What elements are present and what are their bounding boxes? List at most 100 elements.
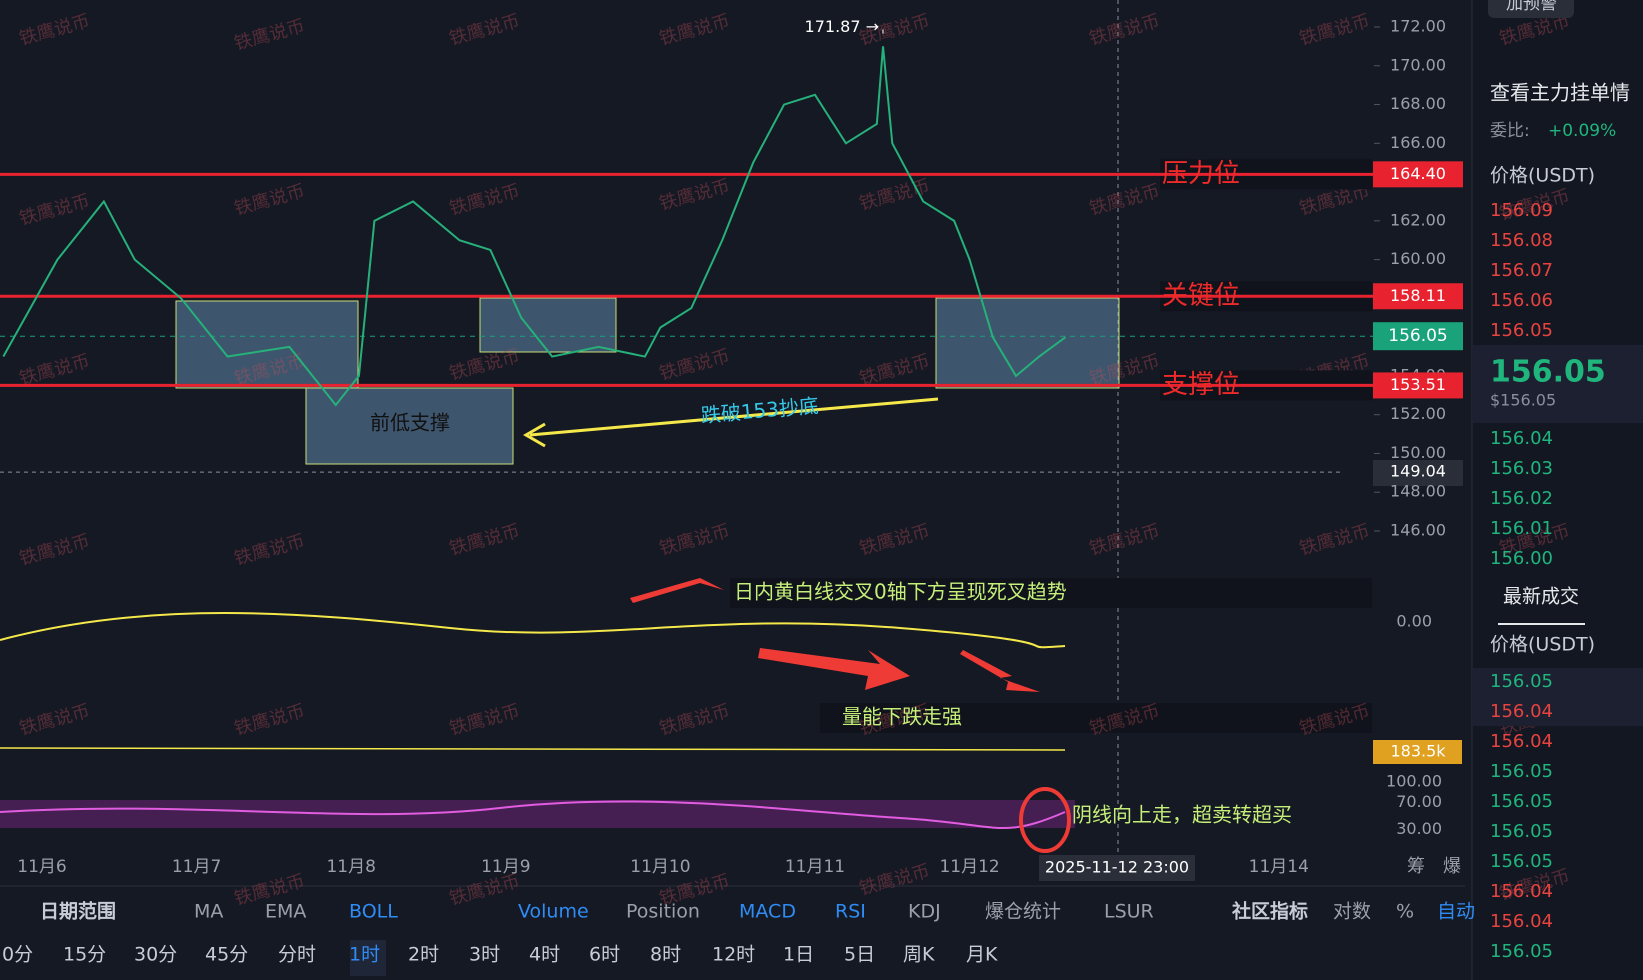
x-tick-label: 11月14: [1249, 857, 1309, 877]
ask-price: 156.08: [1490, 230, 1553, 251]
trade-price: 156.04: [1490, 731, 1553, 752]
rsi-axis: 30.00: [1396, 819, 1442, 838]
boxes: [175, 297, 1120, 465]
toolbar-item[interactable]: LSUR: [1104, 901, 1154, 923]
toolbar-item[interactable]: 社区指标: [1231, 900, 1308, 923]
interval[interactable]: 周K: [903, 944, 935, 966]
y-tick-label: 148.00: [1390, 482, 1446, 501]
toolbar-item[interactable]: RSI: [835, 901, 866, 923]
last-price-tag: [1373, 322, 1463, 351]
level-name: 支撑位: [1162, 370, 1240, 400]
trade-price: 156.05: [1490, 821, 1553, 842]
interval[interactable]: 1时: [349, 944, 380, 966]
level-price: 153.51: [1390, 375, 1446, 394]
trades-header: 价格(USDT): [1490, 634, 1595, 656]
trade-price: 156.04: [1490, 881, 1553, 902]
last-price-label: 156.05: [1388, 326, 1447, 346]
red-arrow: [630, 578, 724, 603]
ask-price: 156.05: [1490, 320, 1553, 341]
x-tick-label: 11月6: [17, 857, 66, 877]
bid-price: 156.00: [1490, 548, 1553, 569]
trade-hl: [1473, 668, 1643, 726]
trade-price: 156.05: [1490, 851, 1553, 872]
alert-btn-label[interactable]: 加预警: [1506, 0, 1557, 14]
annotation: 日内黄白线交叉0轴下方呈现死叉趋势: [734, 580, 1067, 604]
toolbar-item[interactable]: Volume: [518, 901, 589, 923]
side-label: 爆: [1443, 856, 1461, 877]
interval[interactable]: 4时: [529, 944, 560, 966]
y-tick-label: 160.00: [1390, 249, 1446, 268]
bid-price: 156.02: [1490, 488, 1553, 509]
interval[interactable]: 3时: [469, 944, 500, 966]
toolbar-item[interactable]: KDJ: [908, 901, 941, 923]
volume-label: 183.5k: [1390, 742, 1446, 761]
toolbar-item[interactable]: Position: [626, 901, 700, 923]
price-line: [2, 46, 1067, 407]
trade-price: 156.04: [1490, 911, 1553, 932]
toolbar-item[interactable]: 自动: [1437, 901, 1475, 923]
last-bg: [1473, 345, 1643, 423]
toolbar-item[interactable]: BOLL: [349, 901, 398, 923]
interval[interactable]: 5日: [844, 944, 875, 966]
crosshair-time: 2025-11-12 23:00: [1045, 858, 1189, 877]
side-label: 筹: [1407, 856, 1425, 877]
interval[interactable]: 2时: [408, 944, 439, 966]
highlight-circle: [1019, 787, 1071, 853]
interval[interactable]: 分时: [278, 944, 316, 966]
interval[interactable]: 6时: [589, 944, 620, 966]
bid-price: 156.01: [1490, 518, 1553, 539]
alert-btn: [1488, 0, 1574, 18]
rsi-line: [0, 800, 1066, 830]
y-tick-label: 170.00: [1390, 55, 1446, 74]
toolbar-item[interactable]: 爆仓统计: [985, 901, 1061, 923]
red-arrow: [960, 650, 1040, 692]
arrow-head: [523, 422, 546, 448]
bid-price: 156.04: [1490, 428, 1553, 449]
y-tick-label: 172.00: [1390, 17, 1446, 36]
annotation: 量能下跌走强: [842, 705, 962, 729]
level-name: 压力位: [1162, 159, 1240, 189]
sidebar-title: 查看主力挂单情: [1490, 81, 1630, 105]
toolbar-item[interactable]: 对数: [1333, 901, 1371, 923]
level-tag: [1373, 161, 1463, 188]
ask-price: 156.09: [1490, 200, 1553, 221]
toolbar-item[interactable]: MA: [194, 901, 223, 923]
crosshair-price: 149.04: [1390, 462, 1446, 481]
bid-price: 156.03: [1490, 458, 1553, 479]
trades-title: 最新成交: [1503, 586, 1579, 608]
interval[interactable]: 45分: [205, 944, 248, 966]
macd-line: [0, 612, 1066, 649]
price-header: 价格(USDT): [1490, 165, 1595, 187]
toolbar-item[interactable]: %: [1396, 901, 1414, 923]
sidebar-last: 156.05: [1490, 355, 1606, 390]
interval[interactable]: 月K: [966, 944, 998, 966]
interval[interactable]: 12时: [712, 944, 755, 966]
interval[interactable]: 1日: [783, 944, 814, 966]
annotation: 前低支撑: [370, 411, 450, 435]
time-label-bg: [1039, 855, 1195, 881]
interval[interactable]: 15分: [63, 944, 106, 966]
toolbar-item[interactable]: EMA: [265, 901, 306, 923]
peak-label: 171.87 →: [805, 17, 879, 36]
note-bg: [820, 703, 1372, 733]
arrow: [529, 397, 939, 437]
interval[interactable]: 30分: [134, 944, 177, 966]
level-price: 158.11: [1390, 286, 1446, 305]
trade-price: 156.05: [1490, 761, 1553, 782]
ask-price: 156.07: [1490, 260, 1553, 281]
interval[interactable]: 0分: [2, 944, 33, 966]
level-price: 164.40: [1390, 164, 1446, 183]
toolbar-item[interactable]: MACD: [739, 901, 796, 923]
x-tick-label: 11月12: [939, 857, 999, 877]
trade-price: 156.04: [1490, 701, 1553, 722]
trade-price: 156.05: [1490, 941, 1553, 962]
y-tick-label: 150.00: [1390, 443, 1446, 462]
volume-tag-bg: [1373, 740, 1462, 764]
x-tick-label: 11月9: [481, 857, 530, 877]
sidebar-bg: [1472, 0, 1643, 980]
toolbar-item[interactable]: 日期范围: [40, 900, 116, 923]
red-arrow: [758, 648, 910, 690]
ratio: +0.09%: [1548, 121, 1616, 141]
y-tick-label: 152.00: [1390, 404, 1446, 423]
interval[interactable]: 8时: [650, 944, 681, 966]
